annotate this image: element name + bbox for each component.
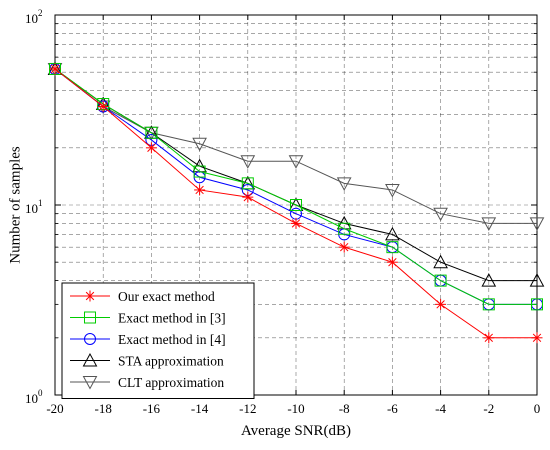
marker-triangle-down [288,155,304,169]
grid [55,15,537,395]
marker-stroke [436,300,445,309]
x-tick-label: -8 [339,401,350,416]
marker-star [338,241,350,253]
x-tick-label: -10 [287,401,304,416]
legend-label: Our exact method [118,289,215,304]
marker-stroke [85,291,95,301]
marker-stroke [98,102,108,111]
marker-square [290,199,302,211]
x-axis-title: Average SNR(dB) [241,423,351,439]
marker-triangle-down [240,155,256,169]
y-tick-exponent: 0 [38,388,43,398]
marker-star [242,191,254,203]
series-group [47,61,545,344]
legend-label: Exact method in [4] [118,332,226,347]
marker-stroke [195,185,204,195]
marker-square [482,298,495,311]
marker-stroke [243,192,253,202]
legend-entry: Exact method in [3] [70,311,226,326]
marker-triangle-up [481,273,497,287]
marker-square [145,126,158,139]
marker-star [145,142,157,154]
series-line [54,68,537,305]
legend-label: Exact method in [3] [118,311,226,326]
marker-square [386,241,399,254]
marker-star [194,184,206,196]
y-tick-exponent: 1 [38,198,43,208]
marker-triangle-down [192,137,207,152]
x-tick-label: -14 [191,401,209,416]
marker-star [386,256,398,268]
marker-stroke [50,64,60,74]
marker-star [483,332,495,344]
x-tick-label: -12 [239,401,256,416]
legend-box [61,282,255,399]
y-tick-exponent: 2 [38,8,43,18]
marker-square [84,311,96,324]
x-tick-label: -20 [46,401,63,416]
marker-star [531,332,543,344]
marker-stroke [532,333,542,343]
x-tick-label: -4 [435,401,446,416]
marker-triangle-up [433,254,448,269]
marker-stroke [147,143,156,153]
x-tick-label: -16 [143,401,161,416]
x-tick-label: -2 [483,401,494,416]
x-tick-label: -6 [387,401,398,416]
marker-triangle-down [385,183,400,198]
legend: Our exact method Exact method in [3] Exact… [61,282,255,399]
marker-triangle-down [433,207,448,222]
series-line [54,68,537,224]
marker-star [290,217,302,229]
legend-entry: CLT approximation [70,375,224,390]
marker-triangle-up [82,352,98,367]
legend-entry: Exact method in [4] [70,332,226,347]
x-tick-label: 0 [534,401,541,416]
legend-label: STA approximation [118,354,224,369]
marker-square [338,222,351,235]
marker-triangle-up [529,273,545,287]
marker-square [193,165,206,178]
marker-star [435,298,447,310]
marker-stroke [339,242,349,252]
marker-square [531,298,543,311]
x-tick-label: -18 [95,401,112,416]
legend-entry: STA approximation [70,352,224,369]
marker-square [241,177,254,190]
y-axis-title: Number of samples [7,146,23,264]
marker-stroke [484,333,494,343]
marker-star [49,63,61,75]
marker-stroke [388,257,397,267]
marker-triangle-down [529,217,545,231]
marker-triangle-down [336,177,352,191]
marker-star [97,100,109,112]
marker-triangle-down [82,376,98,390]
legend-label: CLT approximation [118,375,224,390]
legend-entry: Our exact method [70,289,215,304]
marker-star [84,290,96,302]
series [49,63,543,344]
marker-triangle-down [481,217,497,231]
marker-triangle-up [385,226,400,241]
marker-stroke [291,219,301,228]
marker-circle [84,333,96,345]
marker-square [434,274,447,287]
